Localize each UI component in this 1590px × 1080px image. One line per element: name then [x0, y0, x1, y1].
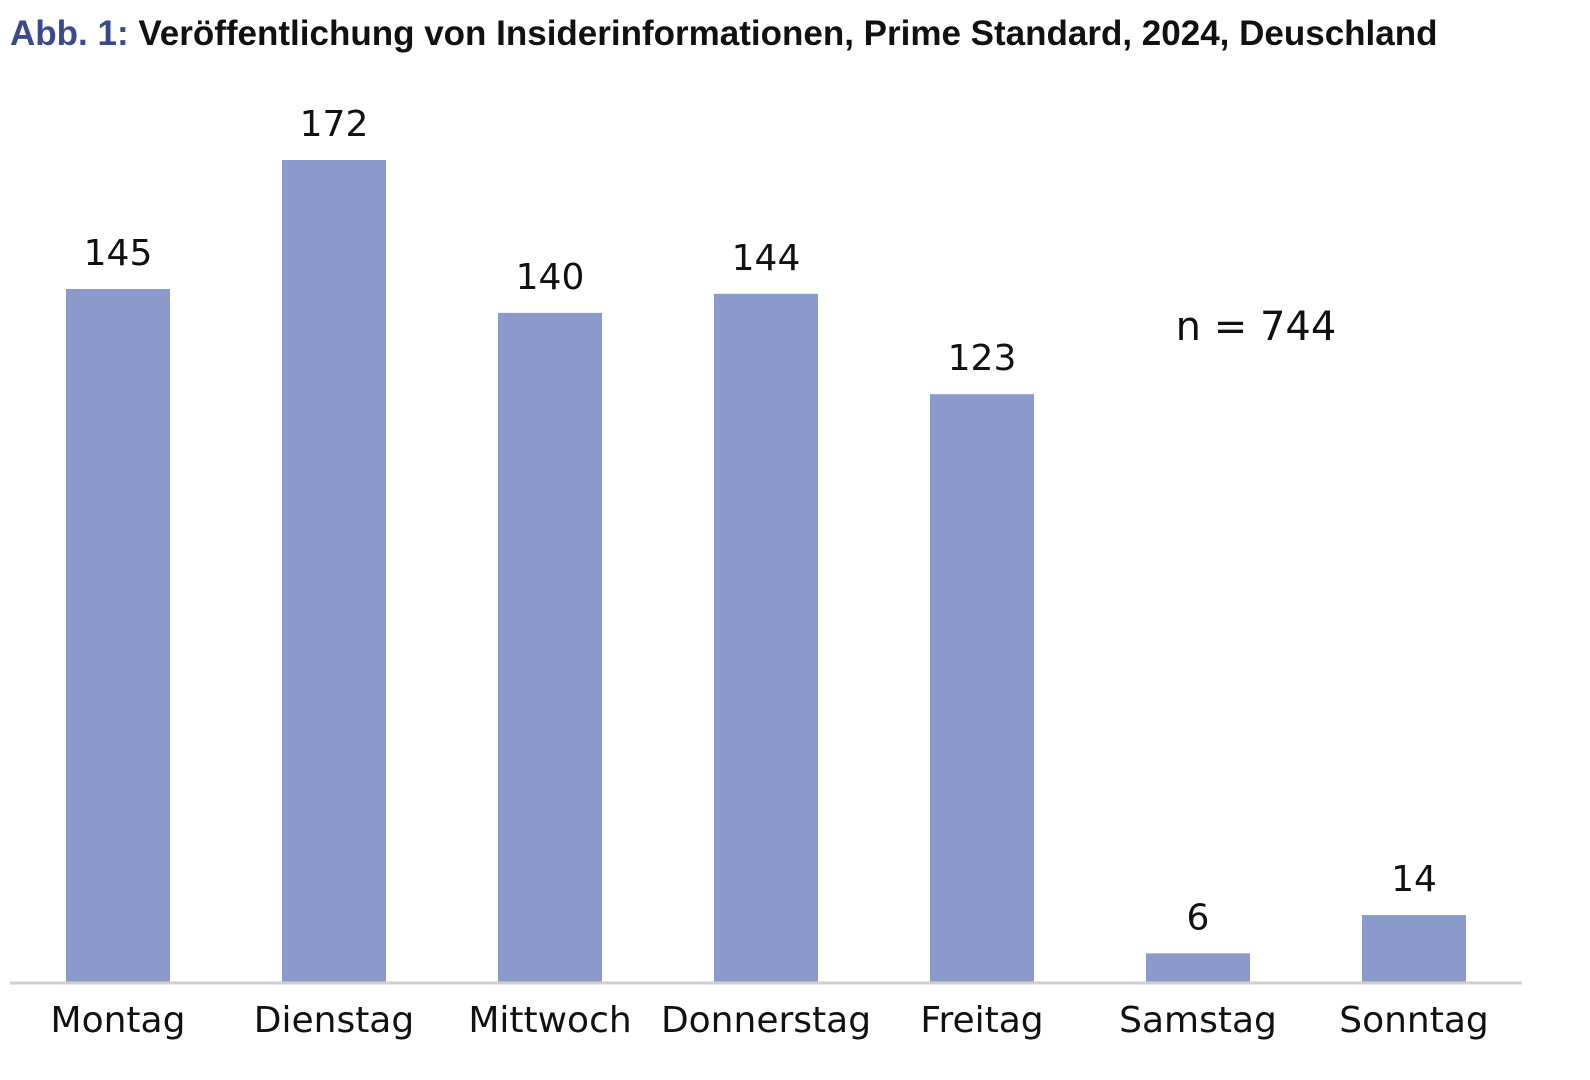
bar-samstag [1146, 953, 1250, 982]
bar-dienstag [282, 160, 386, 982]
bar-montag [66, 289, 170, 982]
bar-donnerstag [714, 293, 818, 982]
value-label-mittwoch: 140 [516, 257, 585, 298]
value-labels-group: 145 172 140 144 123 6 14 [84, 104, 1437, 938]
bars-group [66, 160, 1466, 982]
tick-label-donnerstag: Donnerstag [661, 1000, 871, 1041]
bar-freitag [930, 394, 1034, 982]
figure-title: Abb. 1: Veröffentlichung von Insiderinfo… [10, 14, 1438, 54]
value-label-sonntag: 14 [1391, 859, 1437, 900]
figure-label: Abb. 1: [10, 14, 129, 53]
tick-label-dienstag: Dienstag [254, 1000, 414, 1041]
value-label-dienstag: 172 [300, 104, 369, 145]
bar-sonntag [1362, 915, 1466, 982]
figure-title-text: Veröffentlichung von Insiderinformatione… [138, 14, 1438, 53]
value-label-montag: 145 [84, 233, 153, 274]
value-label-freitag: 123 [948, 338, 1017, 379]
tick-label-freitag: Freitag [920, 1000, 1043, 1041]
tick-label-samstag: Samstag [1119, 1000, 1277, 1041]
tick-label-mittwoch: Mittwoch [468, 1000, 631, 1041]
tick-label-sonntag: Sonntag [1339, 1000, 1489, 1041]
bar-mittwoch [498, 312, 602, 982]
tick-label-montag: Montag [51, 1000, 186, 1041]
value-label-donnerstag: 144 [732, 238, 801, 279]
tick-labels-group: Montag Dienstag Mittwoch Donnerstag Freitag S… [51, 1000, 1489, 1041]
sample-size-annotation: n = 744 [1176, 304, 1337, 350]
value-label-samstag: 6 [1187, 897, 1210, 938]
